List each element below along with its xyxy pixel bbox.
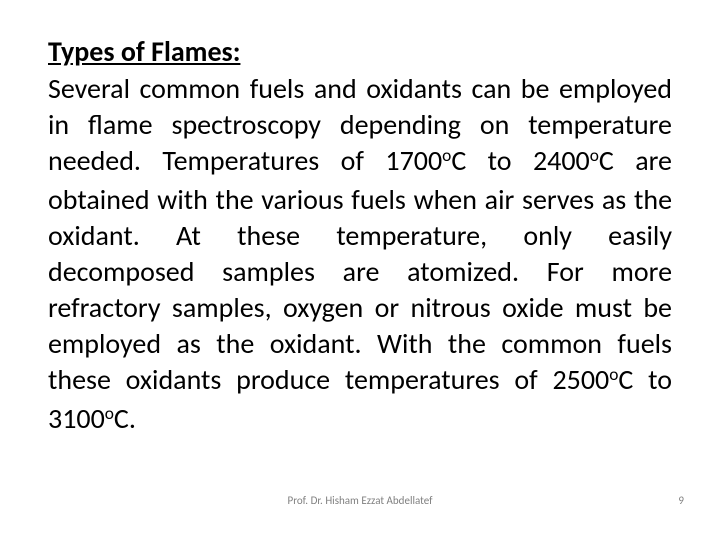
heading: Types of Flames: — [48, 34, 672, 69]
superscript-run: o — [590, 144, 599, 166]
superscript-run: o — [609, 363, 618, 385]
footer-author: Prof. Dr. Hisham Ezzat Abdellatef — [0, 494, 720, 507]
text-run: C are obtained with the various fuels wh… — [48, 143, 672, 397]
body-paragraph: Several common fuels and oxidants can be… — [48, 71, 672, 440]
text-run: C to 2400 — [451, 143, 589, 178]
superscript-run: o — [105, 402, 114, 424]
slide: Types of Flames: Several common fuels an… — [0, 0, 720, 540]
footer: Prof. Dr. Hisham Ezzat Abdellatef 9 — [0, 494, 720, 512]
page-number: 9 — [678, 494, 684, 507]
superscript-run: o — [442, 144, 451, 166]
text-run: C. — [114, 401, 136, 436]
